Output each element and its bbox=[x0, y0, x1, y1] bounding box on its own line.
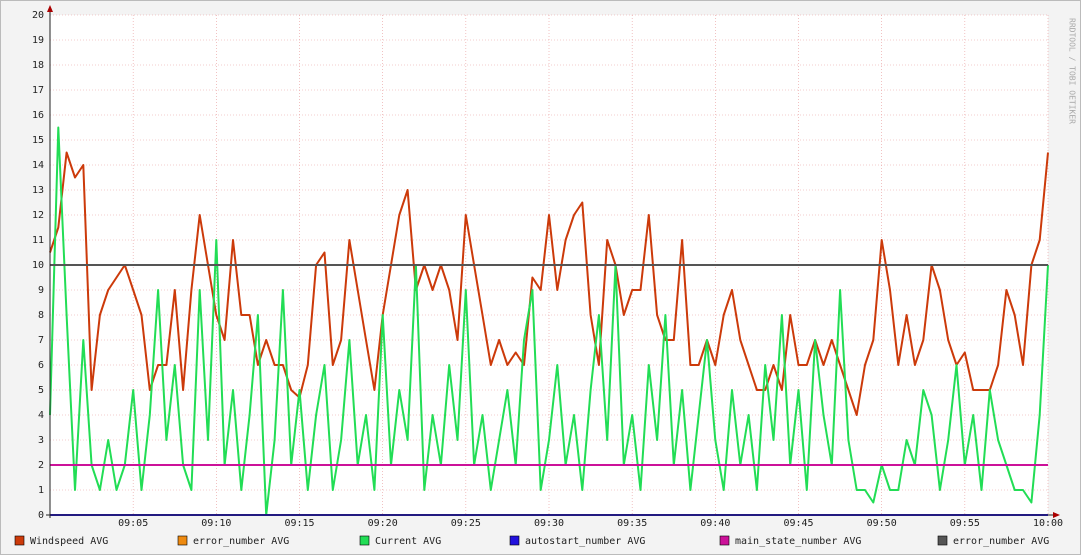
y-tick-label: 3 bbox=[38, 435, 44, 446]
x-tick-label: 09:10 bbox=[201, 518, 231, 529]
y-tick-label: 5 bbox=[38, 385, 44, 396]
y-tick-label: 17 bbox=[32, 85, 44, 96]
x-tick-label: 09:35 bbox=[617, 518, 647, 529]
x-tick-label: 09:15 bbox=[284, 518, 314, 529]
legend-swatch bbox=[509, 535, 520, 546]
y-tick-label: 7 bbox=[38, 335, 44, 346]
x-tick-label: 10:00 bbox=[1033, 518, 1063, 529]
legend-swatch bbox=[937, 535, 948, 546]
y-tick-label: 11 bbox=[32, 235, 44, 246]
y-tick-label: 2 bbox=[38, 460, 44, 471]
y-tick-label: 18 bbox=[32, 60, 44, 71]
x-tick-label: 09:50 bbox=[867, 518, 897, 529]
x-tick-label: 09:05 bbox=[118, 518, 148, 529]
y-tick-label: 4 bbox=[38, 410, 44, 421]
x-tick-label: 09:40 bbox=[700, 518, 730, 529]
series-line bbox=[49, 151, 1049, 416]
y-tick-label: 10 bbox=[32, 260, 44, 271]
legend-label: error_number AVG bbox=[193, 536, 289, 547]
y-tick-label: 19 bbox=[32, 35, 44, 46]
y-tick-label: 15 bbox=[32, 135, 44, 146]
legend-swatch bbox=[719, 535, 730, 546]
y-tick-label: 0 bbox=[38, 510, 44, 521]
legend-label: autostart_number AVG bbox=[525, 536, 645, 547]
y-tick-label: 16 bbox=[32, 110, 44, 121]
y-tick-label: 20 bbox=[32, 10, 44, 21]
legend-label: error_number AVG bbox=[953, 536, 1049, 547]
y-tick-label: 6 bbox=[38, 360, 44, 371]
x-tick-label: 09:20 bbox=[368, 518, 398, 529]
legend-swatch bbox=[177, 535, 188, 546]
x-tick-label: 09:55 bbox=[950, 518, 980, 529]
y-tick-label: 9 bbox=[38, 285, 44, 296]
legend-swatch bbox=[14, 535, 25, 546]
legend: Windspeed AVG error_number AVG Current AVG… bbox=[14, 535, 1049, 547]
credit: RRDTOOL / TOBI OETIKER bbox=[1068, 18, 1077, 124]
y-tick-label: 12 bbox=[32, 210, 44, 221]
legend-swatch bbox=[359, 535, 370, 546]
x-tick-label: 09:45 bbox=[783, 518, 813, 529]
y-tick-label: 1 bbox=[38, 485, 44, 496]
legend-label: main_state_number AVG bbox=[735, 536, 861, 547]
x-axis-arrow bbox=[1053, 512, 1060, 518]
x-tick-label: 09:30 bbox=[534, 518, 564, 529]
y-tick-label: 13 bbox=[32, 185, 44, 196]
x-tick-label: 09:25 bbox=[451, 518, 481, 529]
y-axis-arrow bbox=[47, 5, 53, 12]
legend-label: Windspeed AVG bbox=[30, 536, 108, 547]
legend-label: Current AVG bbox=[375, 536, 441, 547]
y-tick-label: 14 bbox=[32, 160, 44, 171]
y-tick-label: 8 bbox=[38, 310, 44, 321]
